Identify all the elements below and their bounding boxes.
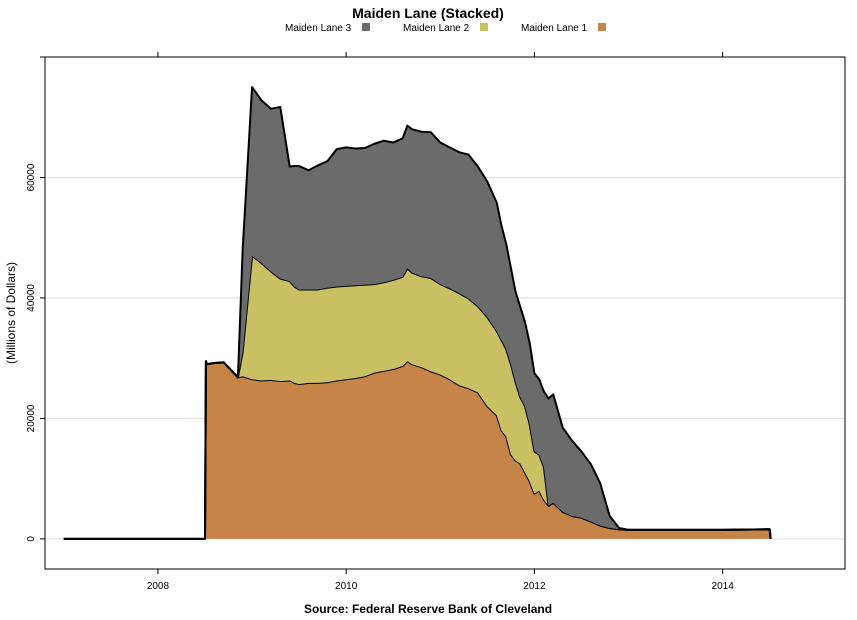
y-tick-label: 20000 <box>26 404 37 432</box>
legend: Maiden Lane 3 Maiden Lane 2 Maiden Lane 1 <box>285 23 606 34</box>
source-label: Source: Federal Reserve Bank of Clevelan… <box>304 602 552 616</box>
legend-label: Maiden Lane 1 <box>521 23 588 34</box>
y-axis: 0 20000 40000 60000 <box>26 56 45 542</box>
area-series-1 <box>63 361 771 539</box>
chart-title: Maiden Lane (Stacked) <box>352 5 504 21</box>
area-series-3 <box>63 87 771 539</box>
legend-swatch <box>480 23 488 31</box>
top-axis <box>157 52 724 57</box>
x-tick-label: 2012 <box>523 581 546 592</box>
area-outline-3 <box>63 86 772 540</box>
areas <box>63 86 772 540</box>
legend-label: Maiden Lane 2 <box>403 23 470 34</box>
plot-frame <box>44 56 846 570</box>
x-tick-label: 2010 <box>335 581 358 592</box>
y-tick-label: 60000 <box>26 163 37 191</box>
x-tick-label: 2014 <box>712 581 735 592</box>
legend-label: Maiden Lane 3 <box>285 23 352 34</box>
y-tick-label: 40000 <box>26 284 37 312</box>
y-tick-label: 0 <box>26 536 37 542</box>
area-series-2 <box>63 255 771 539</box>
y-axis-label: (Millions of Dollars) <box>4 262 18 364</box>
legend-swatch <box>362 23 370 31</box>
x-axis: 2008 2010 2012 2014 <box>147 569 734 592</box>
x-tick-label: 2008 <box>147 581 170 592</box>
legend-swatch <box>598 23 606 31</box>
